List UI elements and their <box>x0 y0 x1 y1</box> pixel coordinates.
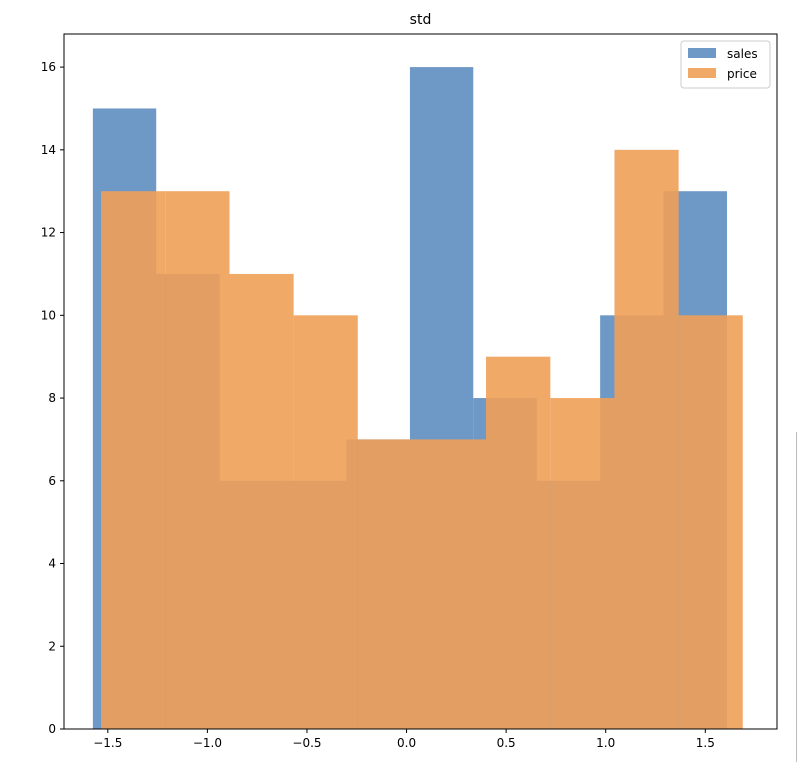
y-axis: 0 2 4 6 8 10 12 14 16 <box>41 60 64 736</box>
legend-label-sales: sales <box>727 47 758 61</box>
x-tick-label: 0.0 <box>397 736 416 750</box>
x-tick-label: −1.5 <box>93 736 122 750</box>
y-tick-label: 8 <box>48 391 56 405</box>
side-divider <box>796 432 797 762</box>
plot-frame <box>63 33 778 730</box>
y-tick-label: 12 <box>41 226 56 240</box>
y-tick-label: 10 <box>41 308 56 322</box>
bar-price-4 <box>357 439 422 729</box>
chart-title: std <box>410 12 432 28</box>
x-tick-label: 1.0 <box>596 736 615 750</box>
y-tick-label: 2 <box>48 639 56 653</box>
bars-layer <box>92 67 743 730</box>
legend: sales price <box>680 40 771 89</box>
x-tick-label: 0.5 <box>497 736 516 750</box>
bar-price-6 <box>486 356 551 729</box>
bar-price-9 <box>678 315 743 729</box>
legend-swatch-price <box>688 68 716 78</box>
bar-price-1 <box>165 191 230 729</box>
y-tick-label: 0 <box>48 722 56 736</box>
y-tick-label: 6 <box>48 474 56 488</box>
x-tick-label: −1.0 <box>193 736 222 750</box>
bar-price-5 <box>421 439 487 729</box>
x-tick-label: 1.5 <box>696 736 715 750</box>
bar-price-3 <box>293 315 358 729</box>
y-tick-label: 14 <box>41 143 56 157</box>
y-tick-label: 4 <box>48 557 56 571</box>
bar-price-0 <box>101 191 166 729</box>
y-tick-label: 16 <box>41 60 56 74</box>
bar-price-7 <box>550 398 615 729</box>
series-price <box>101 149 743 730</box>
bar-price-8 <box>614 149 679 730</box>
legend-label-price: price <box>727 67 757 81</box>
x-axis: −1.5 −1.0 −0.5 0.0 0.5 1.0 1.5 <box>93 729 715 750</box>
legend-swatch-sales <box>688 48 716 58</box>
x-tick-label: −0.5 <box>292 736 321 750</box>
bar-price-2 <box>229 273 294 729</box>
